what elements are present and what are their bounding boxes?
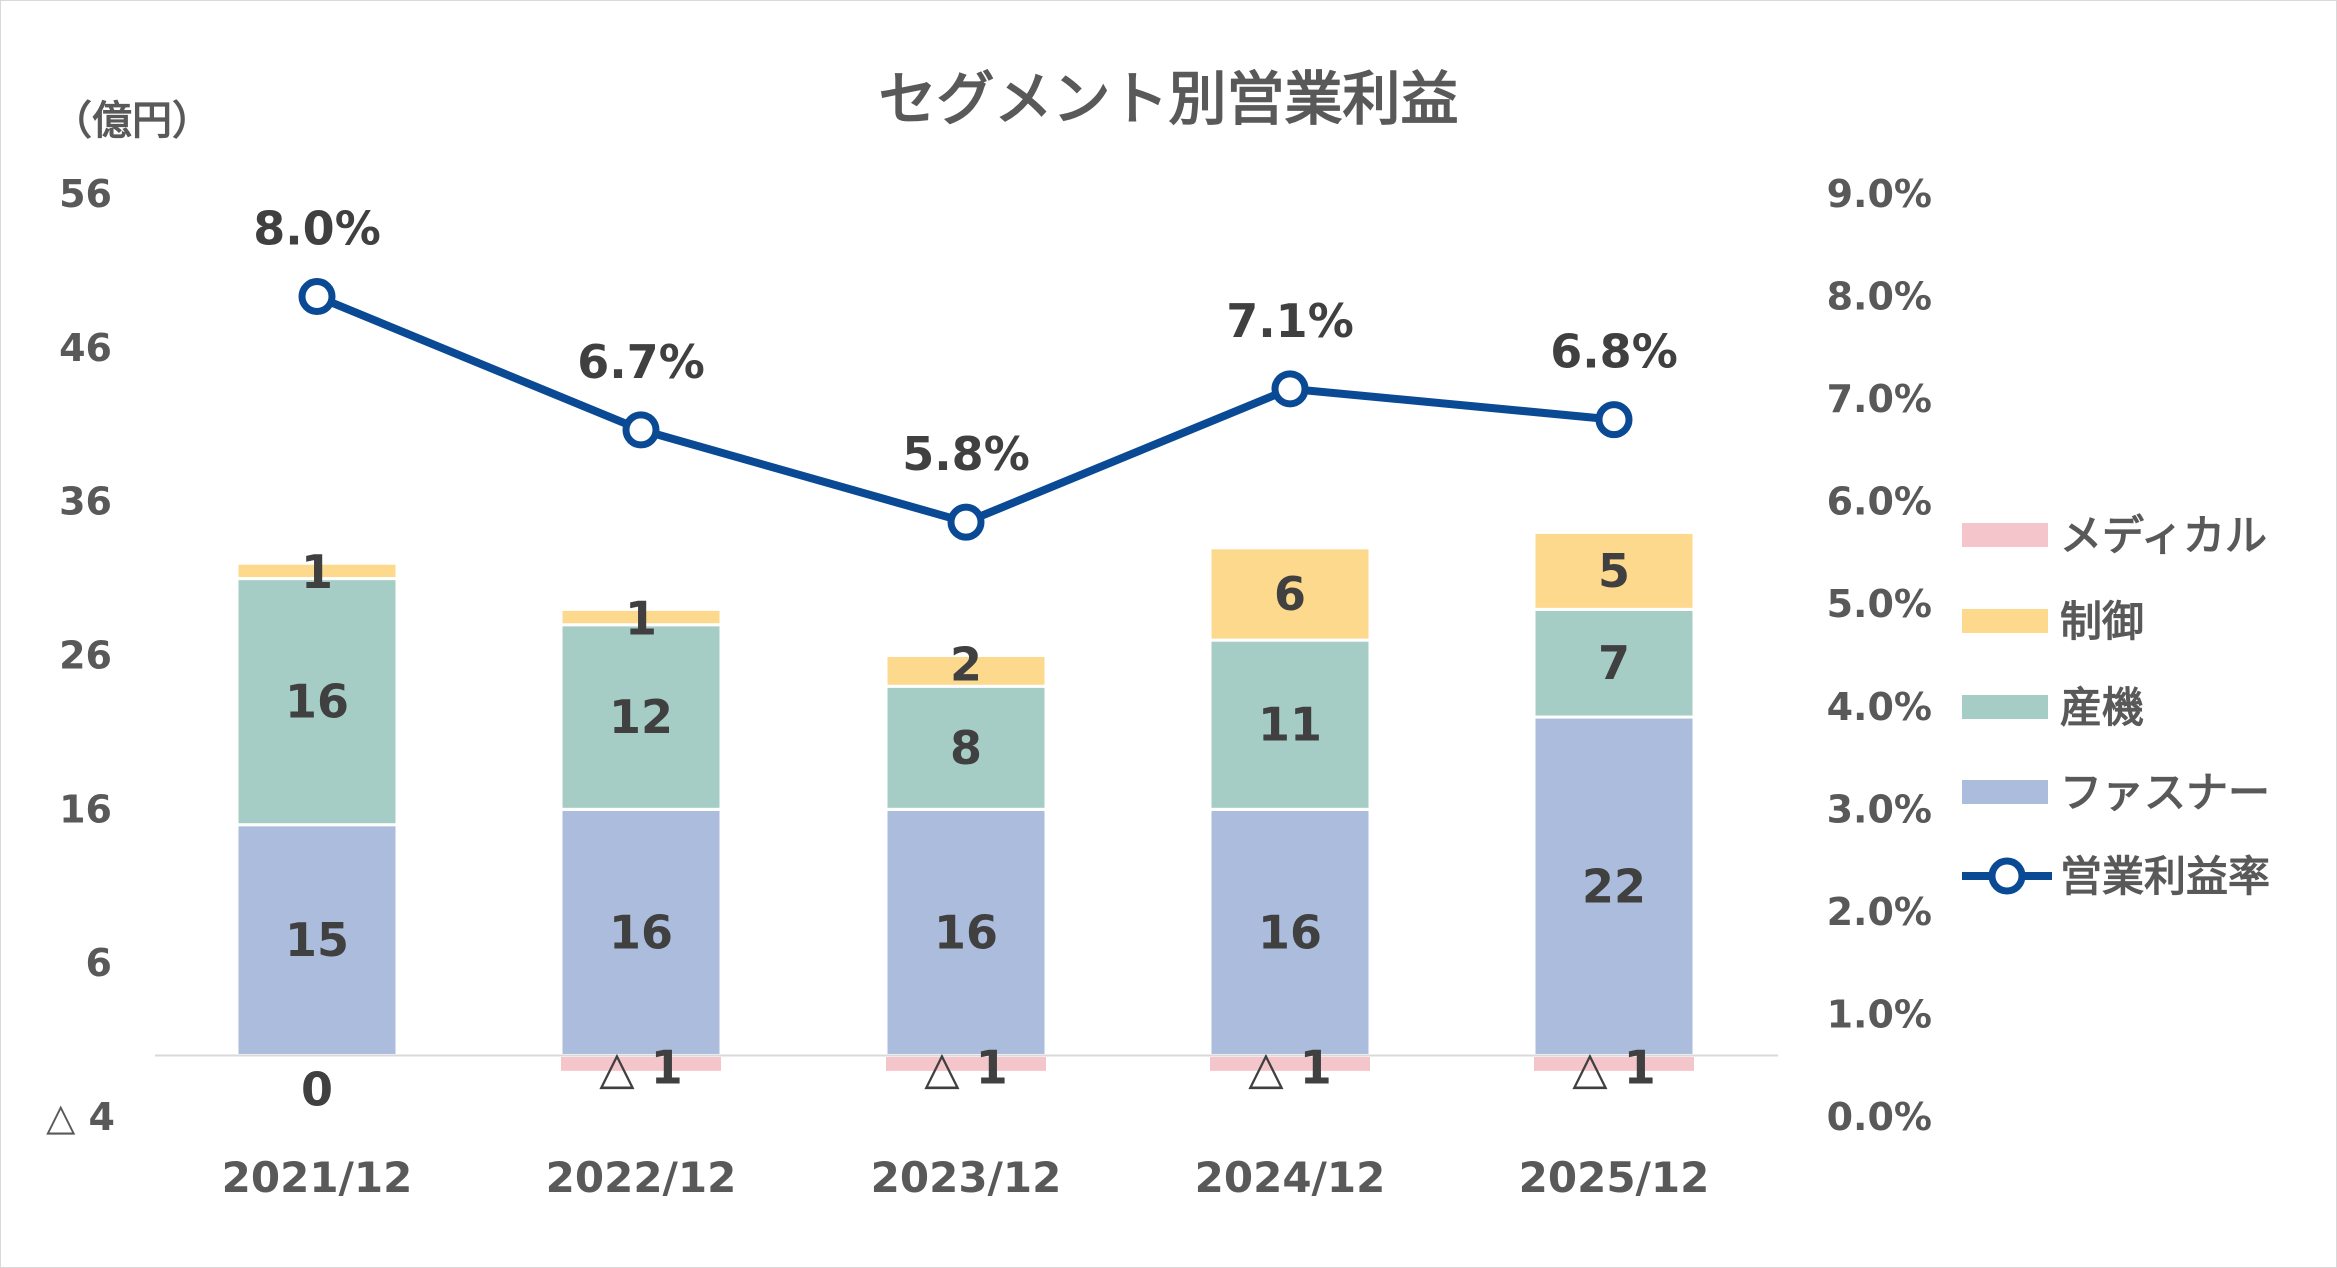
bar-segment-medical bbox=[561, 1055, 721, 1071]
bar-segment bbox=[559, 607, 723, 627]
bar-segment bbox=[1532, 530, 1696, 611]
unit-label: （億円） bbox=[52, 98, 212, 144]
bar-label-medical: △ 1 bbox=[599, 1040, 682, 1094]
right-tick-label: 6.0% bbox=[1827, 480, 1932, 524]
legend-swatch bbox=[1962, 695, 2048, 719]
right-tick-label: 9.0% bbox=[1827, 172, 1932, 216]
legend-label: メディカル bbox=[2060, 511, 2267, 560]
category-label: 2022/12 bbox=[546, 1153, 737, 1202]
category-label: 2025/12 bbox=[1519, 1153, 1710, 1202]
bar-label-medical: △ 1 bbox=[1572, 1040, 1655, 1094]
right-tick-label: 2.0% bbox=[1827, 890, 1932, 934]
legend-label: 産機 bbox=[2060, 683, 2144, 732]
bar-label: 1 bbox=[625, 591, 657, 645]
legend-swatch bbox=[1962, 780, 2048, 804]
bar-segment-medical bbox=[1534, 1055, 1694, 1071]
bar-label-medical: 0 bbox=[301, 1062, 333, 1116]
rate-line: 8.0% 6.7% 5.8% 7.1% 6.8% bbox=[253, 202, 1678, 541]
rate-point bbox=[298, 278, 336, 316]
rate-label: 8.0% bbox=[253, 202, 381, 256]
bar-segment bbox=[1208, 546, 1372, 642]
category-label: 2024/12 bbox=[1195, 1153, 1386, 1202]
rate-line-path bbox=[315, 292, 1615, 527]
bar-label: 6 bbox=[1274, 567, 1306, 621]
bar-label: 5 bbox=[1598, 544, 1630, 598]
rate-label: 5.8% bbox=[902, 427, 1030, 481]
bar-label: 16 bbox=[285, 675, 349, 729]
right-tick-label: 0.0% bbox=[1827, 1095, 1932, 1139]
bar-label: 1 bbox=[301, 545, 333, 599]
bar-segment bbox=[235, 577, 399, 827]
bar-segment bbox=[1532, 715, 1696, 1057]
bar-label: 16 bbox=[609, 905, 673, 959]
legend-label: ファスナー bbox=[2060, 768, 2270, 817]
legend-label: 制御 bbox=[2060, 597, 2144, 646]
chart-title: セグメント別営業利益 bbox=[878, 65, 1459, 133]
rate-point bbox=[1271, 370, 1309, 408]
bar-label: 12 bbox=[609, 690, 673, 744]
right-tick-label: 5.0% bbox=[1827, 582, 1932, 626]
category-axis: 2021/12 2022/12 2023/12 2024/12 2025/12 bbox=[222, 1153, 1710, 1202]
bar-labels: 0 15 16 1 △ 1 16 12 1 △ 1 16 8 2 △ 1 16 11 6 △ 1 22 7 5 bbox=[285, 544, 1656, 1117]
left-tick-label: 26 bbox=[59, 634, 112, 678]
legend-swatch bbox=[1962, 523, 2048, 547]
bar-label: 2 bbox=[950, 638, 982, 692]
bar-label: 8 bbox=[950, 721, 982, 775]
bar-segment bbox=[1208, 807, 1372, 1057]
legend-line-marker bbox=[1988, 857, 2026, 895]
bar-segment bbox=[235, 561, 399, 581]
bar-segment bbox=[884, 654, 1048, 688]
left-tick-label: 16 bbox=[59, 787, 112, 831]
right-tick-label: 4.0% bbox=[1827, 685, 1932, 729]
rate-point bbox=[1595, 401, 1633, 439]
bar-segment bbox=[1532, 607, 1696, 719]
rate-point bbox=[622, 411, 660, 449]
right-tick-label: 7.0% bbox=[1827, 377, 1932, 421]
rate-label: 6.7% bbox=[577, 335, 705, 389]
right-tick-label: 8.0% bbox=[1827, 275, 1932, 319]
bar-segment bbox=[884, 684, 1048, 811]
bar-segment bbox=[1208, 638, 1372, 811]
left-tick-label: 36 bbox=[59, 480, 112, 524]
left-tick-label: △ 4 bbox=[46, 1095, 115, 1139]
legend-label: 営業利益率 bbox=[2060, 852, 2270, 901]
bar-label-medical: △ 1 bbox=[924, 1040, 1007, 1094]
bar-label: 7 bbox=[1598, 636, 1630, 690]
bar-segment-medical bbox=[886, 1055, 1046, 1071]
right-tick-label: 3.0% bbox=[1827, 787, 1932, 831]
bar-label: 22 bbox=[1582, 859, 1646, 913]
bar-label-medical: △ 1 bbox=[1248, 1040, 1331, 1094]
rate-point bbox=[947, 503, 985, 541]
rate-label: 6.8% bbox=[1550, 325, 1678, 379]
bar-segment-medical bbox=[1210, 1055, 1370, 1071]
category-label: 2021/12 bbox=[222, 1153, 413, 1202]
rate-label: 7.1% bbox=[1226, 294, 1354, 348]
right-axis: 9.0% 8.0% 7.0% 6.0% 5.0% 4.0% 3.0% 2.0% 1.0% 0.0% bbox=[1827, 172, 1932, 1139]
right-tick-label: 1.0% bbox=[1827, 992, 1932, 1036]
bar-label: 15 bbox=[285, 913, 349, 967]
left-tick-label: 6 bbox=[86, 941, 112, 985]
bar-label: 16 bbox=[934, 905, 998, 959]
left-tick-label: 46 bbox=[59, 326, 112, 370]
left-axis: 56 46 36 26 16 6 △ 4 bbox=[46, 172, 115, 1139]
bar-label: 11 bbox=[1258, 698, 1322, 752]
left-tick-label: 56 bbox=[59, 172, 112, 216]
bars bbox=[235, 530, 1696, 1071]
bar-label: 16 bbox=[1258, 905, 1322, 959]
category-label: 2023/12 bbox=[871, 1153, 1062, 1202]
legend-swatch bbox=[1962, 609, 2048, 633]
